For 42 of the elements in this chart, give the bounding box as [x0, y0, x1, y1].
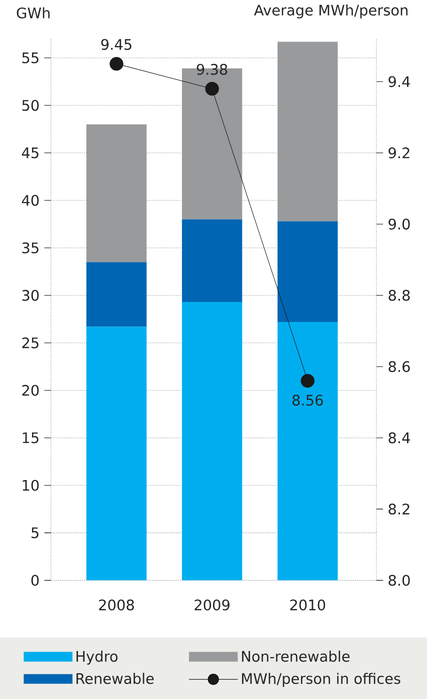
point — [300, 374, 314, 388]
y-tick-label: 50 — [22, 100, 39, 111]
y2-axis-title: Average MWh/person — [254, 4, 408, 18]
y2-tick-label: 8.4 — [388, 432, 410, 444]
y-tick-label: 0 — [31, 574, 39, 586]
y-tick-label: 5 — [31, 527, 38, 538]
bar — [86, 262, 146, 327]
x-tick-label: 2009 — [194, 599, 230, 610]
x-tick-label: 2008 — [98, 599, 134, 610]
bar — [277, 322, 338, 580]
y2-tick-label: 9.2 — [388, 147, 410, 158]
x-tick-label: 2010 — [290, 599, 325, 610]
y2-tick-label: 8.6 — [388, 361, 410, 372]
y2-tick-label: 8.0 — [388, 574, 410, 586]
y-tick-label: 25 — [22, 337, 38, 348]
y-tick-label: 10 — [22, 480, 39, 491]
y-tick-label: 45 — [22, 148, 38, 158]
legend-label: Hydro — [76, 650, 118, 665]
y2-tick-label: 9.4 — [388, 76, 410, 88]
y-tick-label: 40 — [22, 194, 39, 206]
bar — [182, 302, 242, 580]
y2-tick-label: 9.0 — [388, 218, 410, 230]
legend-label: Non-renewable — [242, 650, 350, 662]
y-tick-label: 20 — [22, 384, 39, 396]
legend-label: MWh/person in offices — [242, 672, 400, 687]
y-tick-label: 15 — [22, 432, 38, 444]
y2-tick-label: 8.8 — [388, 290, 410, 301]
bar — [277, 221, 338, 322]
bar — [182, 219, 242, 302]
point — [109, 56, 124, 71]
bar — [277, 42, 338, 222]
y-tick-label: 35 — [22, 242, 38, 254]
y-axis-title: GWh — [16, 7, 50, 18]
data-label: 9.45 — [101, 38, 132, 50]
point — [205, 82, 219, 96]
legend-label: Renewable — [76, 672, 154, 684]
y-tick-label: 55 — [22, 52, 38, 64]
data-label: 8.56 — [292, 394, 323, 406]
bar — [86, 124, 146, 262]
y2-tick-label: 8.2 — [388, 504, 410, 515]
bar — [86, 326, 146, 580]
y-tick-label: 30 — [22, 290, 39, 301]
